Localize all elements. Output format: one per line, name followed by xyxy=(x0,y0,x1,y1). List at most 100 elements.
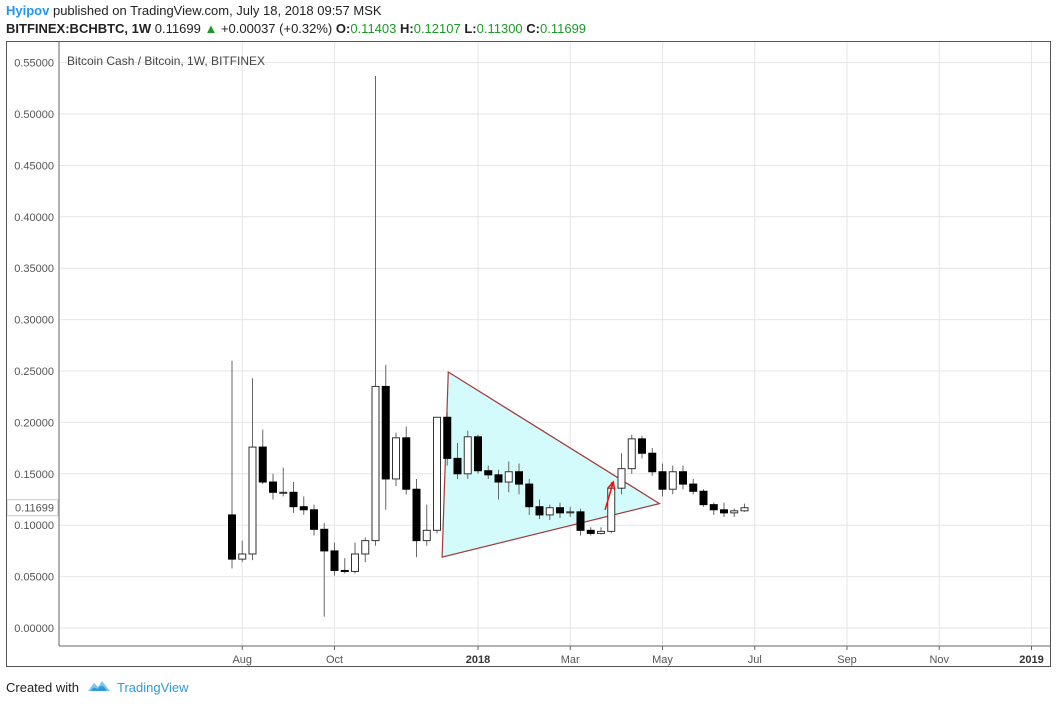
candle xyxy=(474,434,482,474)
y-tick-label: 0.15000 xyxy=(14,469,54,481)
candle-body xyxy=(576,511,585,531)
candle-body xyxy=(433,416,441,531)
candle xyxy=(279,467,288,497)
candle xyxy=(269,473,277,500)
candle-body xyxy=(586,529,595,534)
candle-body xyxy=(699,490,708,506)
arrow-line xyxy=(604,481,615,510)
symbol-label: BITFINEX:BCHBTC, 1W xyxy=(6,21,152,36)
x-tick-label: Jul xyxy=(748,654,762,666)
price-label-box xyxy=(7,499,59,517)
candle-body xyxy=(258,446,267,483)
candle-body xyxy=(299,506,308,511)
candle-body xyxy=(597,530,605,534)
open-value: 0.11403 xyxy=(350,21,397,36)
candle-body xyxy=(740,507,749,512)
candle-body xyxy=(238,553,247,560)
y-tick-label: 0.20000 xyxy=(14,417,54,429)
candle xyxy=(699,489,708,507)
high-value: 0.12107 xyxy=(413,21,461,36)
x-tick-label: Mar xyxy=(561,654,580,666)
candlestick-chart[interactable]: 0.55000 0.50000 0.45000 0.40000 0.35000 0.300… xyxy=(7,42,1050,666)
candle xyxy=(576,508,585,536)
candle xyxy=(402,426,411,495)
close-label: C: xyxy=(526,21,540,36)
candle-body xyxy=(422,529,431,542)
y-tick-label: 0.05000 xyxy=(14,572,54,584)
candle-body xyxy=(617,468,626,489)
candle-body xyxy=(679,471,687,485)
candle-body xyxy=(453,457,462,475)
open-label: O: xyxy=(335,21,351,36)
low-label: L: xyxy=(464,21,477,36)
candle xyxy=(668,465,677,495)
candle-body xyxy=(720,509,728,514)
candle xyxy=(463,430,472,479)
candle-body xyxy=(709,504,718,511)
candle xyxy=(238,540,247,563)
candle xyxy=(494,469,503,500)
candle xyxy=(371,75,380,546)
candle xyxy=(320,523,329,617)
candle xyxy=(340,558,349,574)
candle-body xyxy=(381,385,390,480)
y-tick-label: 0.55000 xyxy=(14,58,54,70)
tradingview-link[interactable]: TradingView xyxy=(116,680,189,695)
y-tick-label: 0.50000 xyxy=(14,109,54,121)
candle xyxy=(433,416,441,534)
low-value: 0.11300 xyxy=(476,21,523,36)
candle xyxy=(597,527,605,535)
y-tick-label: 0.40000 xyxy=(14,212,54,224)
candle-body xyxy=(279,491,288,494)
candle-body xyxy=(545,507,554,516)
candle-body xyxy=(627,438,636,470)
y-tick-label: 0.30000 xyxy=(14,315,54,327)
candle xyxy=(392,432,400,487)
candle xyxy=(638,435,646,459)
published-text: published on TradingView.com, July 18, 2… xyxy=(52,3,382,18)
candle-body xyxy=(556,507,564,514)
candle-body xyxy=(525,483,534,508)
candle-body xyxy=(392,437,400,480)
candle-body xyxy=(330,550,339,571)
candle-body xyxy=(648,452,657,473)
candle-body xyxy=(484,470,493,476)
close-value: 0.11699 xyxy=(540,21,587,36)
up-triangle-icon: ▲ xyxy=(204,21,218,36)
chart-panel[interactable]: 0.55000 0.50000 0.45000 0.40000 0.35000 0.300… xyxy=(6,41,1051,667)
candle xyxy=(381,364,390,510)
candle-body xyxy=(310,509,318,530)
candle xyxy=(361,537,370,563)
candle xyxy=(689,478,698,495)
author-link[interactable]: Hyipov xyxy=(6,3,50,18)
candle xyxy=(228,360,236,569)
x-tick-label: Oct xyxy=(326,654,343,666)
candle xyxy=(556,502,564,519)
candle-body xyxy=(474,436,482,472)
candle xyxy=(720,502,728,517)
candle-body xyxy=(658,471,667,490)
candle xyxy=(658,463,667,497)
candle-body xyxy=(228,514,236,560)
y-tick-label: 0.10000 xyxy=(14,520,54,532)
candle-body xyxy=(463,436,472,475)
candle-body xyxy=(248,446,257,555)
ohlc-bar: BITFINEX:BCHBTC, 1W 0.11699 ▲ +0.00037 (… xyxy=(6,21,586,36)
candle xyxy=(627,434,636,474)
x-tick-label: Sep xyxy=(837,654,857,666)
candle xyxy=(515,463,523,495)
candle xyxy=(351,542,359,574)
candle xyxy=(709,502,718,515)
candle xyxy=(310,504,318,536)
high-label: H: xyxy=(400,21,414,36)
tradingview-logo-icon[interactable] xyxy=(87,679,111,696)
candle-body xyxy=(689,483,698,492)
created-with-text: Created with xyxy=(6,680,79,695)
candle-body xyxy=(269,481,277,493)
candle-body xyxy=(535,506,544,516)
candle xyxy=(258,429,267,485)
candle xyxy=(586,527,595,536)
candle-body xyxy=(320,528,329,552)
candle-body xyxy=(504,471,513,483)
candle xyxy=(545,504,554,521)
